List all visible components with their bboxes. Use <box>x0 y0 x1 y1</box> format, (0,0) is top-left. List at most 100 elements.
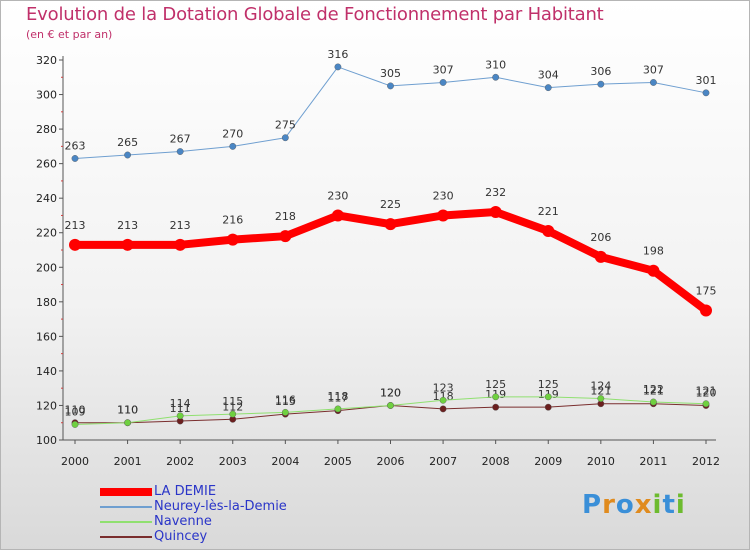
data-point <box>331 209 344 222</box>
data-label: 120 <box>380 386 401 399</box>
data-label: 307 <box>643 63 664 76</box>
data-label: 306 <box>590 65 611 78</box>
legend-swatch <box>100 506 152 508</box>
data-label: 216 <box>222 214 243 227</box>
data-point <box>492 403 500 411</box>
data-label: 232 <box>485 186 506 199</box>
data-point <box>334 405 342 413</box>
legend-label: Neurey-lès-la-Demie <box>154 499 287 514</box>
logo-letter: x <box>634 490 653 520</box>
data-label: 265 <box>117 136 138 149</box>
data-point <box>594 250 607 263</box>
data-label: 267 <box>170 133 191 146</box>
y-tick-label: 100 <box>36 434 57 447</box>
y-tick-label: 160 <box>36 330 57 343</box>
data-point <box>124 151 131 159</box>
data-point <box>489 206 502 218</box>
y-tick-label: 120 <box>36 399 57 412</box>
data-label: 175 <box>696 284 717 297</box>
data-label: 263 <box>65 139 86 152</box>
data-label: 307 <box>433 63 454 76</box>
data-point <box>69 238 81 251</box>
logo-letter: o <box>615 490 635 520</box>
data-label: 316 <box>327 48 348 61</box>
data-point <box>700 304 712 317</box>
y-tick-label: 200 <box>36 261 57 274</box>
y-tick-label: 140 <box>36 365 57 378</box>
data-point <box>71 155 79 162</box>
data-label: 124 <box>590 380 611 393</box>
data-point <box>384 218 397 231</box>
data-point <box>597 395 605 402</box>
data-label: 122 <box>643 383 664 396</box>
data-label: 117 <box>327 392 348 405</box>
data-point <box>334 63 342 71</box>
data-label: 115 <box>275 395 296 408</box>
data-point <box>542 225 555 237</box>
data-point <box>229 410 237 418</box>
data-label: 213 <box>117 219 138 232</box>
data-point <box>176 148 184 155</box>
data-label: 110 <box>117 404 138 417</box>
y-tick-label: 320 <box>36 54 57 67</box>
data-label: 121 <box>590 385 611 398</box>
x-tick-label: 2012 <box>692 455 720 468</box>
data-point <box>492 393 500 401</box>
data-label: 230 <box>327 189 348 202</box>
legend-swatch <box>100 521 152 523</box>
data-label: 118 <box>327 390 348 403</box>
x-tick-label: 2008 <box>482 455 510 468</box>
data-point <box>281 408 289 416</box>
y-tick-label: 220 <box>36 227 57 240</box>
data-label: 310 <box>485 58 506 71</box>
data-label: 115 <box>222 395 243 408</box>
data-label: 110 <box>65 404 86 417</box>
legend-label: Navenne <box>154 514 212 529</box>
data-point <box>650 398 657 406</box>
data-label: 206 <box>590 231 611 244</box>
data-label: 275 <box>275 119 296 132</box>
data-point <box>174 238 187 251</box>
data-point <box>647 264 660 277</box>
x-tick-label: 2002 <box>166 455 194 468</box>
y-tick-label: 260 <box>36 158 57 171</box>
data-point <box>492 73 500 81</box>
data-point <box>439 79 447 86</box>
data-label: 301 <box>696 74 717 87</box>
x-tick-label: 2007 <box>429 455 457 468</box>
legend-label: LA DEMIE <box>154 484 217 499</box>
data-point <box>544 393 552 401</box>
data-label: 198 <box>643 245 664 258</box>
logo-letter: r <box>602 490 616 520</box>
chart-subtitle: (en € et par an) <box>26 28 113 41</box>
data-label: 305 <box>380 67 401 80</box>
data-point <box>387 402 394 409</box>
data-label: 116 <box>275 393 296 406</box>
data-point <box>71 421 79 428</box>
data-point <box>544 403 552 411</box>
legend-label: Quincey <box>154 529 208 544</box>
data-label: 304 <box>538 69 559 82</box>
data-point <box>124 419 131 427</box>
data-point <box>387 82 394 90</box>
chart-title: Evolution de la Dotation Globale de Fonc… <box>26 4 604 25</box>
data-point <box>226 233 239 246</box>
data-label: 121 <box>643 385 664 398</box>
data-label: 114 <box>170 397 191 410</box>
proxiti-logo: Proxiti <box>582 490 686 520</box>
legend-swatch <box>100 488 152 496</box>
y-tick-label: 280 <box>36 123 57 136</box>
data-label: 213 <box>170 219 191 232</box>
data-point <box>439 405 447 413</box>
data-label: 125 <box>538 378 559 391</box>
x-tick-label: 2005 <box>324 455 352 468</box>
data-label: 230 <box>433 189 454 202</box>
data-label: 109 <box>65 405 86 418</box>
data-label: 213 <box>65 219 86 232</box>
data-label: 221 <box>538 205 559 218</box>
data-point <box>281 134 289 142</box>
y-tick-label: 240 <box>36 192 57 205</box>
x-tick-label: 2003 <box>219 455 247 468</box>
data-point <box>544 84 552 92</box>
data-label: 112 <box>222 400 243 413</box>
